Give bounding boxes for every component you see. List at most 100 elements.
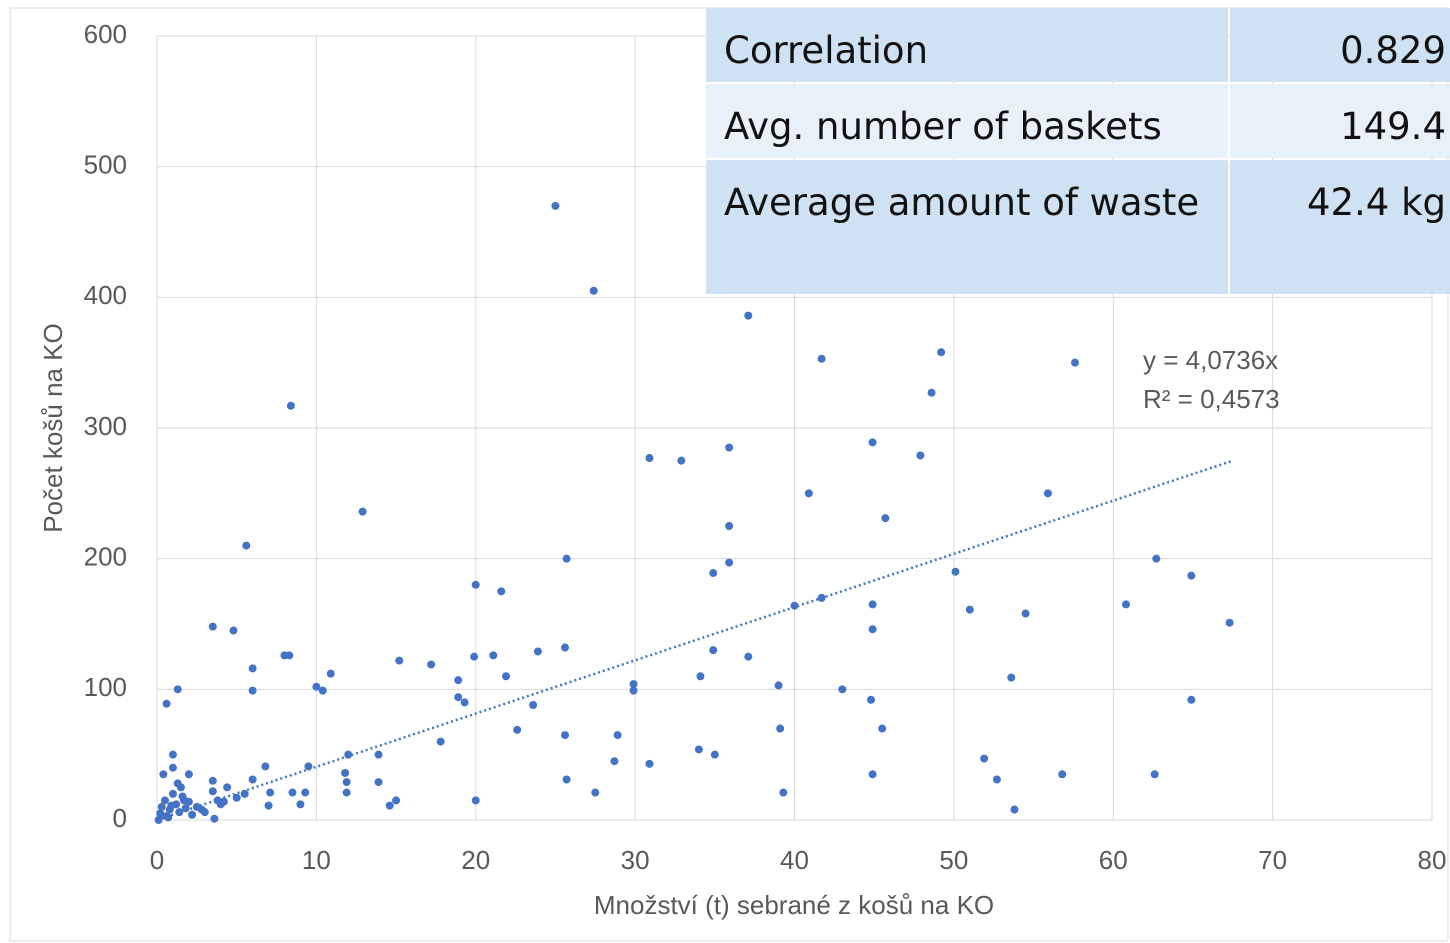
point [790,601,799,610]
point [561,643,569,652]
point [296,800,305,809]
table-cell: 42.4 kg [1230,160,1450,294]
y-tick-label: 500 [84,150,127,180]
point [937,348,946,357]
point [164,813,173,822]
trendline-equation: y = 4,0736x [1143,345,1278,375]
point [591,788,600,797]
point [173,685,182,694]
point [551,201,560,210]
point [694,745,703,754]
table-cell: Average amount of waste [706,160,1228,294]
point [208,622,217,631]
point [817,593,826,602]
point [744,652,753,661]
point [916,451,925,460]
point [1122,600,1130,609]
point [965,605,974,614]
point [181,804,190,813]
point [951,567,960,576]
point [240,789,249,798]
point [1152,554,1161,563]
point [168,789,177,798]
point [374,778,383,787]
point [358,507,367,516]
y-tick-label: 0 [113,803,127,833]
point [285,651,294,660]
point [562,554,571,563]
point [197,805,206,814]
point [471,796,480,805]
point [868,625,877,634]
point [460,698,469,707]
point [1043,489,1052,498]
y-tick-label: 300 [84,411,127,441]
point [709,569,718,578]
point [513,725,522,734]
point [341,768,350,777]
x-tick-label: 0 [150,845,164,875]
point [881,514,890,523]
point [318,686,327,695]
point [168,750,177,759]
x-tick-label: 30 [621,845,650,875]
y-axis-title: Počet košů na KO [38,323,68,533]
x-axis-title: Množství (t) sebrané z košů na KO [594,890,994,920]
point [470,652,479,661]
point [867,695,875,704]
table-cell: 0.829 [1230,8,1450,82]
point [502,672,511,681]
x-tick-label: 70 [1258,845,1287,875]
point [529,701,538,710]
point [696,672,705,681]
point [1071,358,1079,367]
point [157,802,166,811]
point [454,693,463,702]
point [175,808,184,817]
point [454,676,463,685]
point [868,438,877,447]
point [589,286,598,295]
trendline [156,460,1232,822]
point [168,763,177,772]
point [629,686,638,695]
point [261,762,270,771]
point [342,788,351,797]
point [154,816,163,824]
x-tick-label: 50 [939,845,968,875]
point [562,775,571,784]
point [173,779,182,788]
point [779,788,788,797]
summary-table: Correlation 0.829 Avg. number of baskets… [706,8,1450,296]
point [304,762,313,771]
point [629,680,638,689]
point [645,759,654,768]
point [160,796,169,805]
x-tick-label: 20 [461,845,490,875]
point [613,731,622,740]
point [725,558,734,567]
point [610,757,619,766]
point [156,809,165,818]
point [838,685,847,694]
point [248,775,257,784]
point [992,775,1001,784]
table-row: Avg. number of baskets 149.4 [706,84,1450,158]
x-tick-label: 10 [302,845,331,875]
y-tick-label: 100 [84,672,127,702]
point [561,731,569,740]
point [210,814,219,823]
point [232,793,241,802]
point [242,541,251,550]
point [1010,805,1019,814]
table-row: Correlation 0.829 [706,8,1450,82]
point [868,600,877,609]
point [180,796,189,805]
point [725,443,734,452]
point [385,801,394,810]
point [1150,770,1159,779]
point [374,750,383,759]
point [266,788,275,797]
